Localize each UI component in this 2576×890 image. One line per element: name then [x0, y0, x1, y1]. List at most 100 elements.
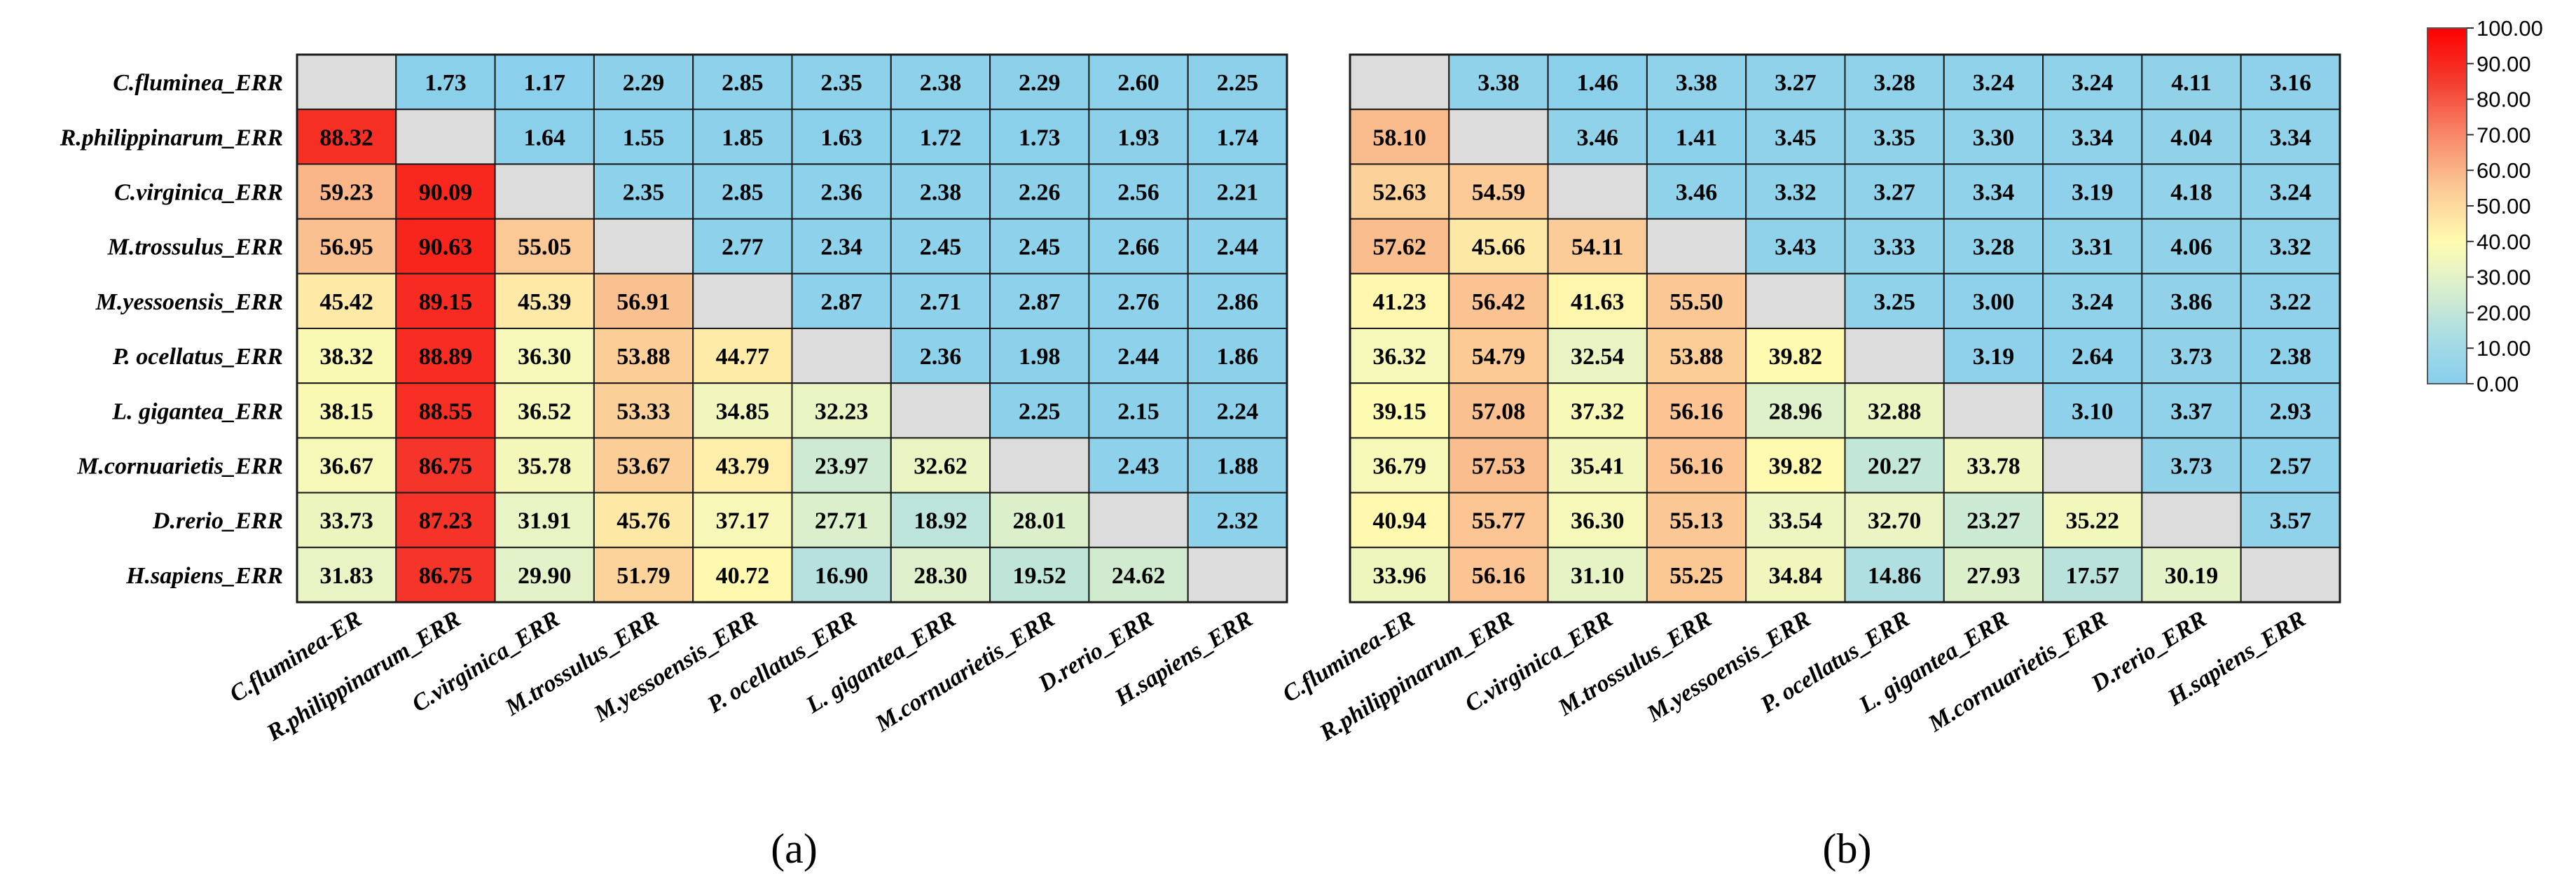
heatmap-cell	[1646, 382, 1747, 439]
colorbar-tick-label: 20.00	[2477, 300, 2531, 325]
heatmap-cell	[1088, 492, 1189, 548]
cell-value: 2.76	[1117, 289, 1159, 315]
col-label: M.yessoensis_ERR	[589, 606, 762, 728]
cell-value: 3.34	[1973, 180, 2015, 206]
heatmap-cell	[2240, 492, 2341, 548]
cell-value: 2.57	[2270, 454, 2312, 480]
heatmap-cell	[395, 382, 496, 439]
cell-value: 2.38	[2270, 344, 2312, 370]
cell-value: 3.27	[1873, 180, 1915, 206]
heatmap-cell	[593, 109, 694, 165]
heatmap-cell	[1349, 218, 1450, 274]
heatmap-cell	[890, 382, 991, 439]
heatmap-cell	[1844, 546, 1945, 603]
heatmap-cell	[890, 546, 991, 603]
cell-value: 2.24	[1217, 398, 1259, 424]
heatmap-cell	[2042, 492, 2143, 548]
cell-value: 24.62	[1112, 563, 1166, 589]
cell-value: 1.88	[1217, 454, 1259, 480]
row-label: L. gigantea_ERR	[111, 398, 283, 424]
heatmap-cell	[494, 54, 595, 111]
heatmap-cell	[1745, 492, 1846, 548]
heatmap-cell	[1745, 218, 1846, 274]
cell-value: 2.45	[1019, 235, 1061, 260]
heatmap-cell	[1187, 163, 1288, 220]
cell-value: 1.98	[1019, 344, 1061, 370]
heatmap-cell	[1547, 54, 1648, 111]
cell-value: 3.32	[1775, 180, 1817, 206]
cell-value: 28.01	[1013, 508, 1067, 534]
cell-value: 2.56	[1117, 180, 1159, 206]
cell-value: 33.54	[1769, 508, 1823, 534]
cell-value: 3.24	[1973, 70, 2015, 96]
cell-value: 55.25	[1669, 563, 1723, 589]
cell-value: 3.35	[1873, 125, 1915, 151]
heatmap-cell	[395, 109, 496, 165]
heatmap-cell	[2042, 109, 2143, 165]
cell-value: 27.93	[1967, 563, 2020, 589]
cell-value: 3.27	[1775, 70, 1817, 96]
cell-value: 16.90	[815, 563, 869, 589]
heatmap-cell	[1943, 272, 2044, 329]
row-label: D.rerio_ERR	[152, 508, 283, 534]
cell-value: 57.53	[1472, 454, 1526, 480]
cell-value: 3.24	[2270, 180, 2312, 206]
cell-value: 23.97	[815, 454, 869, 480]
heatmap-cell	[989, 546, 1090, 603]
heatmap-cell	[2240, 328, 2341, 384]
cell-value: 32.88	[1868, 398, 1922, 424]
heatmap-cell	[989, 272, 1090, 329]
cell-value: 33.78	[1967, 454, 2020, 480]
cell-value: 2.64	[2072, 344, 2114, 370]
heatmap-cell	[890, 328, 991, 384]
cell-value: 53.88	[1669, 344, 1723, 370]
cell-value: 45.42	[319, 289, 373, 315]
heatmap-cell	[1349, 382, 1450, 439]
heatmap-cell	[692, 437, 793, 494]
cell-value: 3.28	[1873, 70, 1915, 96]
cell-value: 38.15	[319, 398, 373, 424]
heatmap-cell	[1187, 109, 1288, 165]
cell-value: 28.96	[1769, 398, 1823, 424]
cell-value: 1.17	[524, 70, 566, 96]
heatmap-cell	[1187, 272, 1288, 329]
cell-value: 34.85	[716, 398, 770, 424]
cell-value: 2.21	[1217, 180, 1259, 206]
cell-value: 2.38	[920, 70, 962, 96]
cell-value: 2.35	[623, 180, 665, 206]
cell-value: 3.37	[2170, 398, 2212, 424]
heatmap-cell	[1943, 328, 2044, 384]
heatmap-cell	[2240, 546, 2341, 603]
heatmap-cell	[1943, 382, 2044, 439]
cell-value: 55.05	[518, 235, 572, 260]
colorbar-tick-label: 30.00	[2477, 265, 2531, 290]
cell-value: 51.79	[617, 563, 670, 589]
cell-value: 2.29	[1019, 70, 1061, 96]
cell-value: 3.31	[2072, 235, 2114, 260]
cell-value: 36.67	[319, 454, 373, 480]
colorbar-tick-label: 0.00	[2477, 372, 2519, 396]
cell-value: 1.73	[1019, 125, 1061, 151]
cell-value: 55.77	[1472, 508, 1526, 534]
heatmap-cell	[1943, 163, 2044, 220]
cell-value: 3.24	[2072, 70, 2114, 96]
colorbar-tick-label: 40.00	[2477, 230, 2531, 254]
cell-value: 1.64	[524, 125, 566, 151]
cell-value: 32.70	[1868, 508, 1922, 534]
cell-value: 37.17	[716, 508, 770, 534]
heatmap-cell	[2240, 437, 2341, 494]
heatmap-cell	[1448, 54, 1549, 111]
colorbar: 100.00 90.00 80.00 70.00 60.00 50.00 40.00 30.0…	[2427, 16, 2543, 396]
cell-value: 35.41	[1571, 454, 1625, 480]
heatmap-cell	[1745, 328, 1846, 384]
cell-value: 3.22	[2270, 289, 2312, 315]
cell-value: 3.34	[2270, 125, 2312, 151]
cell-value: 31.91	[518, 508, 572, 534]
cell-value: 35.78	[518, 454, 572, 480]
heatmap-cell	[1745, 272, 1846, 329]
cell-value: 36.30	[518, 344, 572, 370]
heatmap-cell	[494, 272, 595, 329]
cell-value: 3.57	[2270, 508, 2312, 534]
heatmap-cell	[989, 437, 1090, 494]
heatmap-cell	[1448, 109, 1549, 165]
